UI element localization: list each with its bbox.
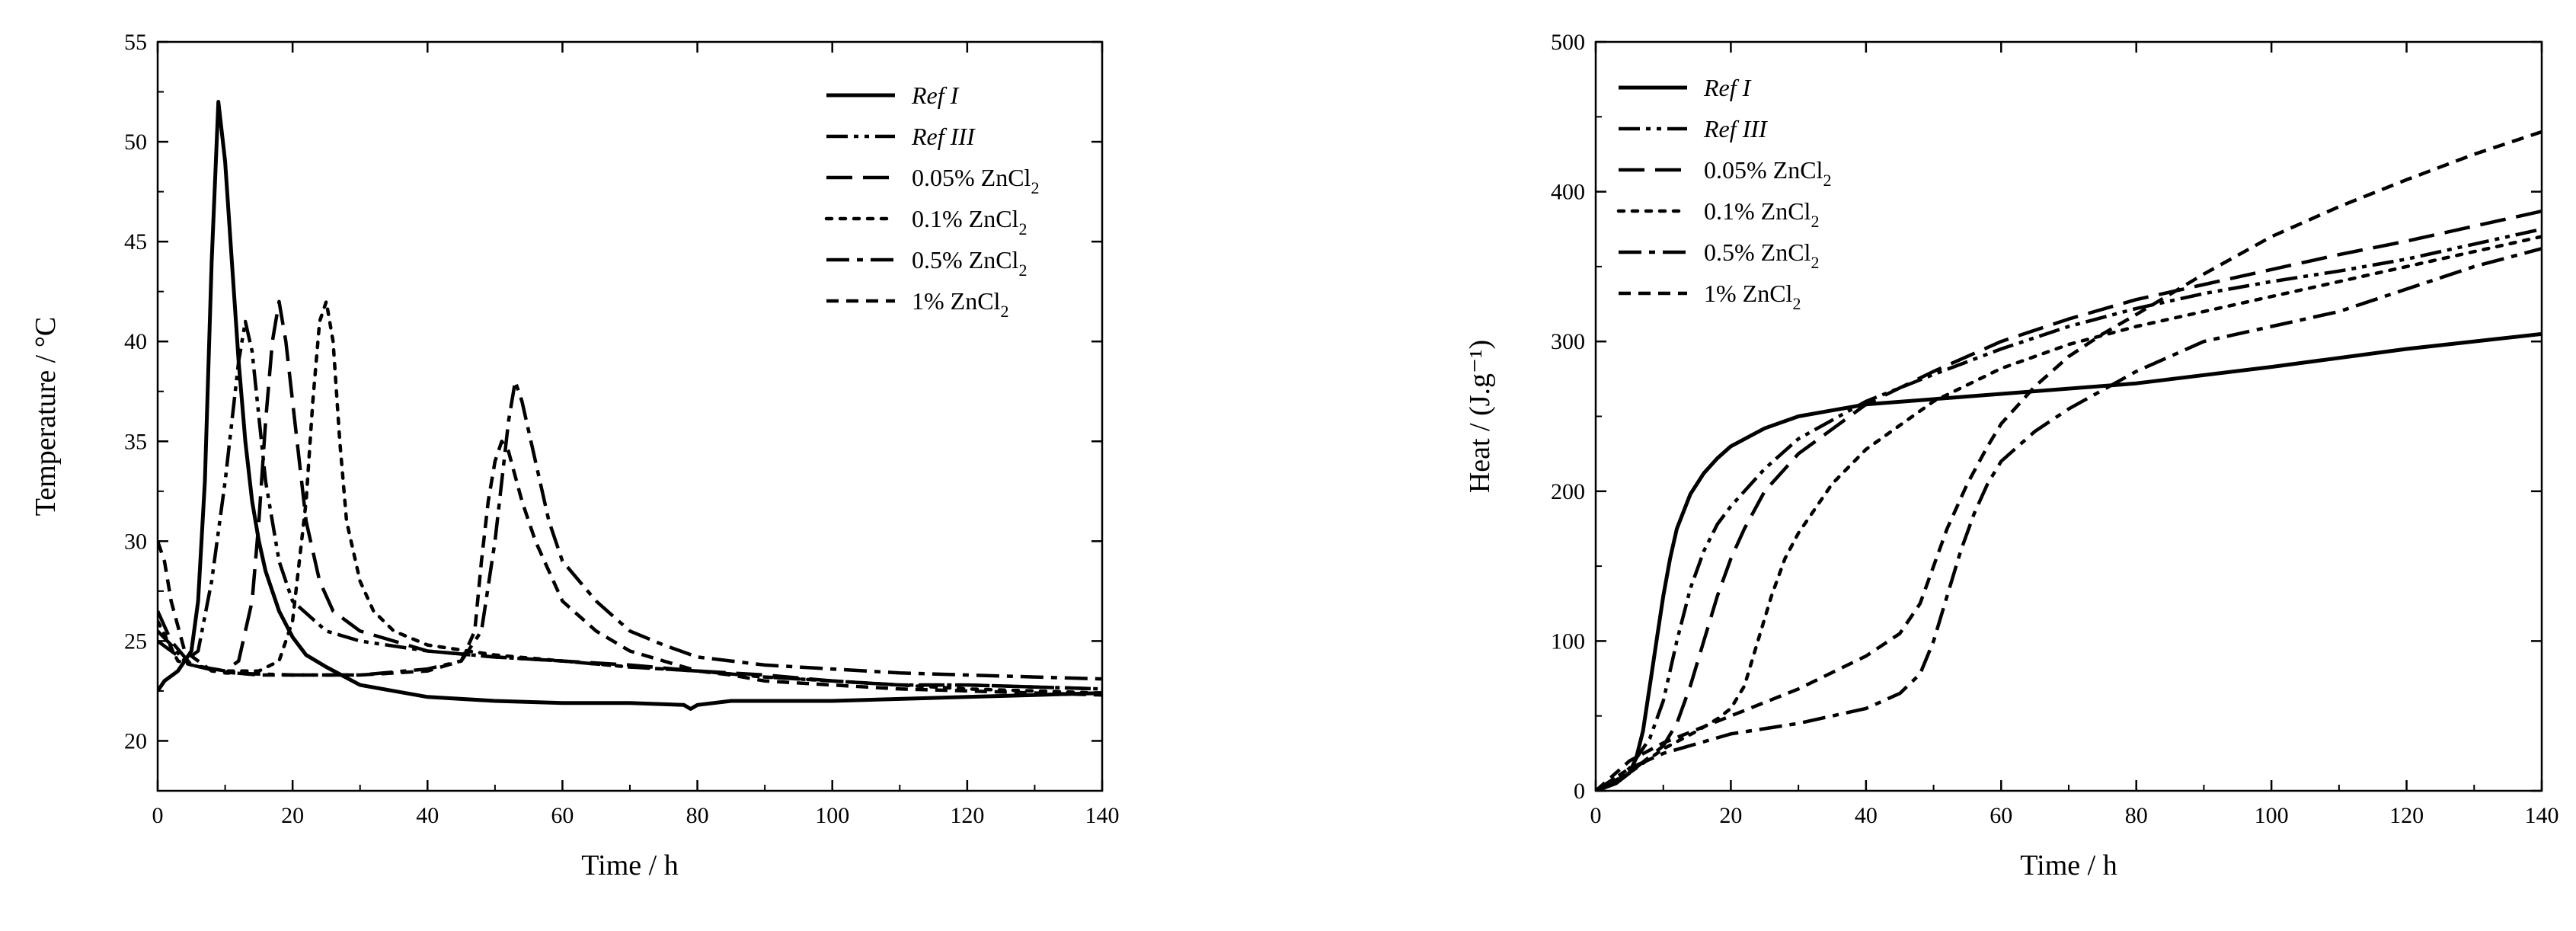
legend-label-text: 1% ZnCl [1704,280,1793,307]
y-tick-label: 0 [1574,779,1585,804]
legend-label-text: 0.05% ZnCl [912,164,1031,191]
x-tick-label: 0 [152,803,164,828]
legend-label: 0.1% ZnCl2 [1704,197,1819,231]
series-line-ref-i [158,100,1102,711]
x-tick-label: 80 [2125,803,2148,828]
x-axis-label: Time / h [2020,849,2117,881]
legend-label-subscript: 2 [1823,171,1831,190]
legend-label: 0.5% ZnCl2 [1704,238,1819,272]
x-tick-label: 140 [2525,803,2559,828]
x-tick-label: 100 [815,803,849,828]
y-tick-label: 40 [124,329,147,354]
x-tick-label: 40 [416,803,439,828]
legend-label-text: 0.5% ZnCl [1704,238,1811,266]
x-tick-label: 120 [2389,803,2424,828]
x-tick-label: 20 [1719,803,1742,828]
legend-label: 1% ZnCl2 [1704,280,1801,313]
legend-label-subscript: 2 [1792,294,1801,313]
legend-label: 0.5% ZnCl2 [912,246,1027,280]
legend-label: 0.05% ZnCl2 [912,164,1039,197]
x-tick-label: 140 [1085,803,1120,828]
legend-label-text: 0.1% ZnCl [912,205,1019,232]
plot-frame [156,40,1104,792]
y-tick-label: 25 [124,629,147,654]
plot-frame [1594,40,2543,792]
legend-label-subscript: 2 [1031,178,1039,197]
series-line-0-5-zncl2 [158,379,1102,681]
chart-temperature: 0 20 40 60 80 100 120 140 20 25 30 35 40 45 50 55 Time /… [30,30,1120,881]
y-tick-label: 45 [124,229,147,254]
legend-label: Ref I [911,82,960,109]
x-tick-label: 60 [551,803,574,828]
series-line-0-5-zncl2 [1596,247,2542,791]
series-line-0-1-zncl2 [158,299,1102,695]
y-tick-label: 20 [124,728,147,753]
legend-label: 1% ZnCl2 [912,287,1008,321]
y-tick-label: 55 [124,30,147,55]
y-tick-label: 30 [124,529,147,554]
series-line-ref-i [1596,331,2542,791]
series-line-1-zncl2 [158,440,1102,697]
x-tick-label: 0 [1590,803,1602,828]
legend-label-text: 1% ZnCl [912,287,1001,315]
legend-label: 0.1% ZnCl2 [912,205,1027,238]
x-tick-label: 60 [1990,803,2012,828]
x-tick-label: 120 [950,803,984,828]
legend-label-text: 0.1% ZnCl [1704,197,1811,225]
legend-label: 0.05% ZnCl2 [1704,156,1831,190]
y-tick-label: 300 [1551,329,1585,354]
series-line-ref-iii [158,319,1102,691]
legend-label: Ref I [1703,74,1752,101]
x-tick-label: 80 [686,803,709,828]
series-line-1-zncl2 [1596,130,2542,791]
legend-label-subscript: 2 [1018,219,1027,238]
y-tick-label: 35 [124,429,147,454]
chart-heat: 0 20 40 60 80 100 120 140 0 100 200 300 400 500 Time /… [1464,30,2559,881]
legend-label: Ref III [911,123,976,150]
x-tick-label: 40 [1855,803,1878,828]
series-line-ref-iii [1596,227,2542,791]
legend-label-subscript: 2 [1000,302,1008,321]
legend-label-text: 0.5% ZnCl [912,246,1019,274]
x-tick-label: 20 [281,803,304,828]
y-axis-label: Temperature / °C [30,317,62,517]
y-tick-label: 200 [1551,479,1585,504]
legend-label: Ref III [1703,115,1768,142]
y-tick-label: 500 [1551,30,1585,55]
x-tick-label: 100 [2255,803,2289,828]
y-axis-label: Heat / (J.g⁻¹) [1464,340,1496,493]
x-axis-label: Time / h [581,849,678,881]
y-tick-label: 100 [1551,629,1585,654]
legend-label-text: 0.05% ZnCl [1704,156,1823,184]
y-tick-label: 400 [1551,180,1585,205]
legend-label-subscript: 2 [1811,253,1819,272]
y-tick-label: 50 [124,130,147,155]
series-line-0-05-zncl2 [1596,210,2542,791]
legend-label-subscript: 2 [1811,212,1819,231]
legend-label-subscript: 2 [1018,261,1027,280]
